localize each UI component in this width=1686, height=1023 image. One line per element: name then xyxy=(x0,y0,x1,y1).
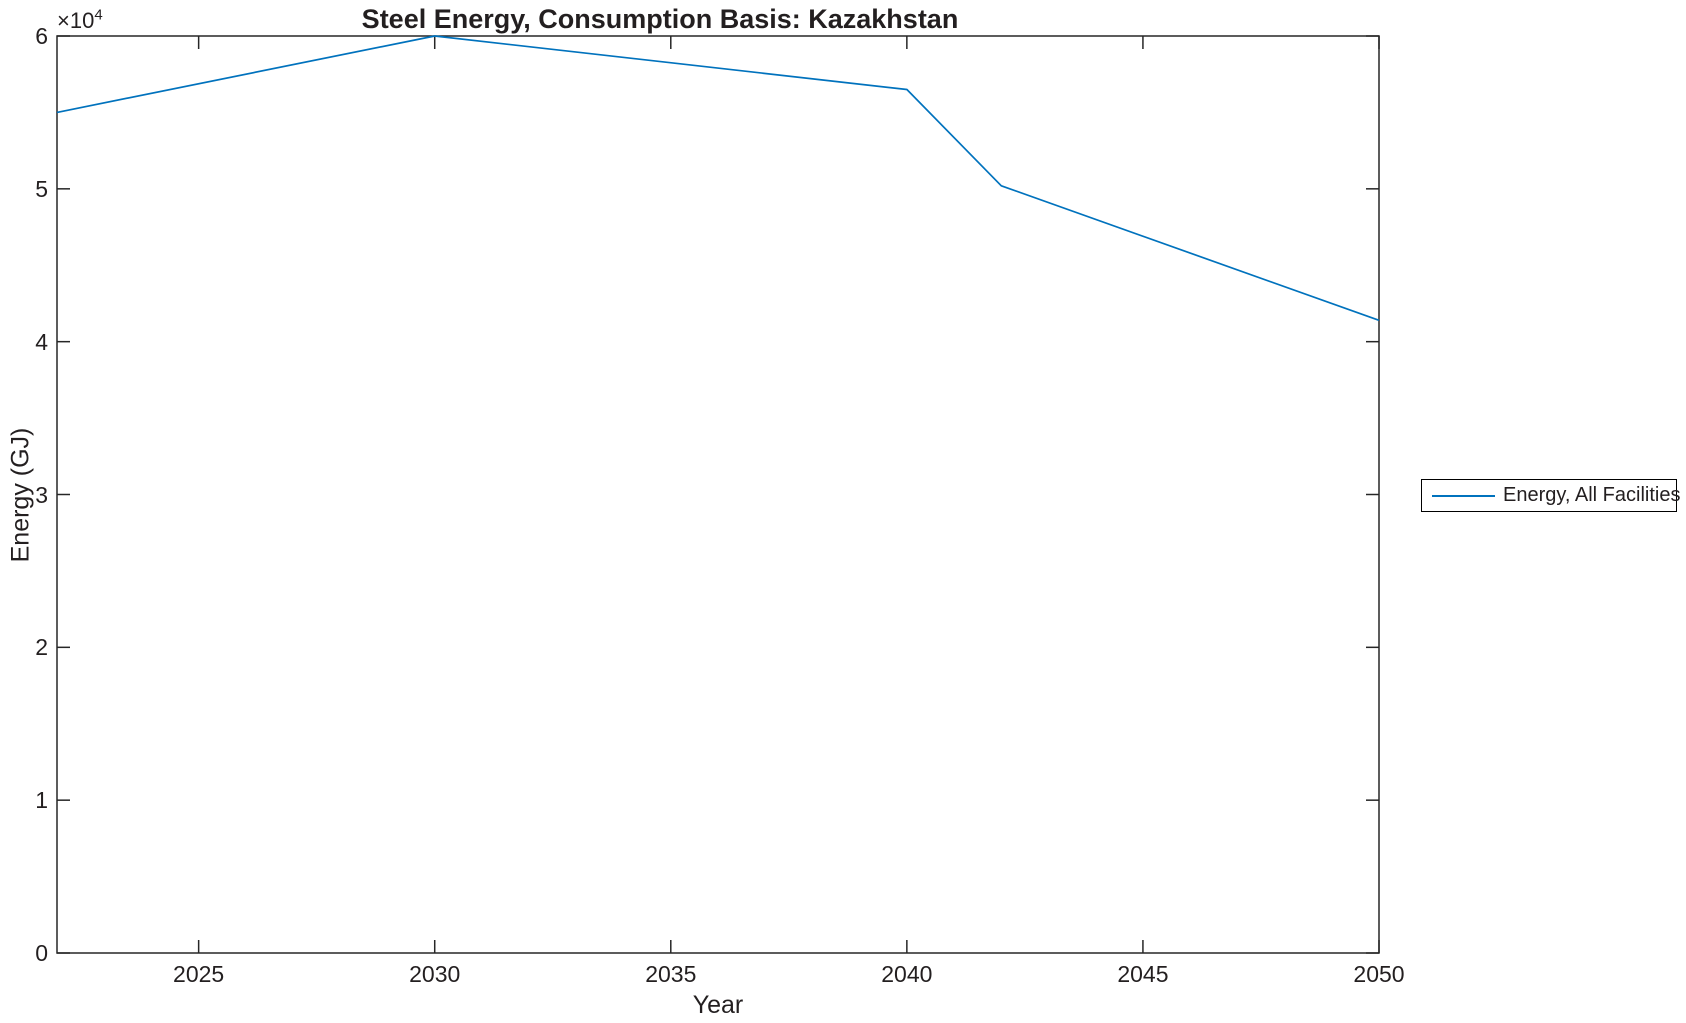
y-axis-exponent-base: ×10 xyxy=(57,8,95,33)
x-axis-label: Year xyxy=(692,991,744,1019)
y-tick-label: 0 xyxy=(35,940,48,966)
x-tick-label: 2045 xyxy=(1117,961,1169,987)
y-tick-label: 1 xyxy=(35,787,48,814)
x-tick-label: 2035 xyxy=(645,961,697,987)
x-tick-label: 2040 xyxy=(881,961,933,987)
y-tick-label: 4 xyxy=(35,328,48,355)
x-tick-label: 2050 xyxy=(1353,961,1405,987)
data-line xyxy=(56,35,1380,322)
y-axis-exponent-power: 4 xyxy=(94,6,103,24)
y-tick-label: 2 xyxy=(35,634,48,661)
legend-label: Energy, All Facilities xyxy=(1503,484,1681,506)
x-tick-label: 2030 xyxy=(409,961,461,987)
y-axis-exponent: ×104 xyxy=(57,8,103,34)
legend: Energy, All Facilities xyxy=(1421,479,1681,512)
y-tick-label: 3 xyxy=(35,481,48,508)
x-tick-label: 2025 xyxy=(173,961,225,987)
legend-line-sample-icon xyxy=(1432,494,1495,497)
y-tick-label: 5 xyxy=(35,175,48,202)
axes-box xyxy=(56,35,1380,954)
y-tick-label: 6 xyxy=(35,23,48,49)
chart-title: Steel Energy, Consumption Basis: Kazakhs… xyxy=(361,4,959,34)
